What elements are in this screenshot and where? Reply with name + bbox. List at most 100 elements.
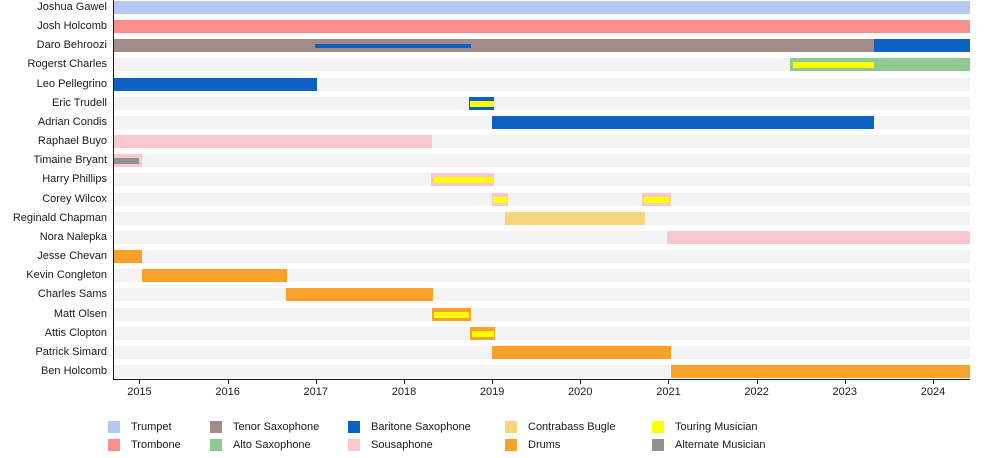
member-label: Adrian Condis xyxy=(37,116,107,128)
timeline-row-track xyxy=(114,97,970,110)
x-tick xyxy=(668,380,670,384)
timeline-row-track xyxy=(114,20,970,33)
legend-swatch-touring_musician xyxy=(652,421,664,433)
x-tick xyxy=(403,380,405,384)
timeline-bar-alto_saxophone xyxy=(790,58,970,71)
legend-label: Contrabass Bugle xyxy=(528,421,616,433)
overlay-line-baritone_saxophone xyxy=(314,43,471,48)
legend-label: Tenor Saxophone xyxy=(233,421,320,433)
x-tick xyxy=(227,380,229,384)
member-label: Raphael Buyo xyxy=(37,135,107,147)
overlay-line-touring_musician xyxy=(469,100,494,107)
x-tick xyxy=(756,380,758,384)
overlay-line-touring_musician xyxy=(644,196,669,203)
timeline-row-track xyxy=(114,173,970,186)
timeline-row-track xyxy=(114,135,970,148)
legend-swatch-contrabass_bugle xyxy=(505,421,517,433)
timeline-row-track xyxy=(114,308,970,321)
legend-swatch-tenor_saxophone xyxy=(210,421,222,433)
legend-label: Trumpet xyxy=(131,421,172,433)
member-label: Jesse Chevan xyxy=(37,250,107,262)
timeline-row-track xyxy=(114,78,970,91)
overlay-line-touring_musician xyxy=(492,196,507,203)
member-label: Ben Holcomb xyxy=(40,365,107,377)
x-tick-label: 2023 xyxy=(832,386,858,398)
timeline-row-track xyxy=(114,1,970,14)
member-label: Rogerst Charles xyxy=(27,58,107,70)
member-labels-column: Joshua Gawel Josh Holcomb Daro Behroozi Rog… xyxy=(0,0,110,380)
timeline-rows-area xyxy=(113,0,970,380)
member-label: Reginald Chapman xyxy=(12,212,107,224)
timeline-bar-tenor_saxophone xyxy=(114,39,874,52)
overlay-line-alternate_musician xyxy=(114,157,139,164)
member-label: Harry Phillips xyxy=(42,173,107,185)
timeline-bar-trumpet xyxy=(114,1,970,14)
legend-label: Baritone Saxophone xyxy=(371,421,471,433)
member-label: Leo Pellegrino xyxy=(36,78,107,90)
legend-item-drums: Drums xyxy=(505,436,652,454)
legend-label: Trombone xyxy=(131,439,181,451)
legend-swatch-sousaphone xyxy=(348,439,360,451)
x-tick xyxy=(844,380,846,384)
legend-swatch-trumpet xyxy=(108,421,120,433)
timeline-bar-contrabass_bugle xyxy=(505,212,646,225)
x-tick xyxy=(580,380,582,384)
member-label: Corey Wilcox xyxy=(42,193,107,205)
x-tick-label: 2016 xyxy=(215,386,240,398)
x-tick-label: 2019 xyxy=(479,386,505,398)
member-label: Attis Clopton xyxy=(44,327,107,339)
timeline-bar-baritone_saxophone xyxy=(491,116,874,129)
member-label: Kevin Congleton xyxy=(26,269,107,281)
overlay-line-touring_musician xyxy=(433,311,469,318)
timeline-row-track xyxy=(114,288,970,301)
timeline-bar-drums xyxy=(114,250,143,263)
timeline-row-track xyxy=(114,154,970,167)
legend-item-trombone: Trombone xyxy=(108,436,210,454)
timeline-bar-drums xyxy=(491,346,672,359)
timeline-row-track xyxy=(114,327,970,340)
legend: Trumpet Trombone Tenor Saxophone Alto Saxop… xyxy=(108,418,822,454)
x-tick-label: 2022 xyxy=(744,386,769,398)
timeline-row-track xyxy=(114,193,970,206)
timeline-bar-drums xyxy=(285,288,433,301)
x-tick xyxy=(492,380,494,384)
timeline-plot: Joshua Gawel Josh Holcomb Daro Behroozi Rog… xyxy=(0,0,970,398)
overlay-line-touring_musician xyxy=(792,61,874,68)
legend-label: Alto Saxophone xyxy=(233,439,311,451)
timeline-row-track xyxy=(114,346,970,359)
overlay-line-touring_musician xyxy=(433,176,493,183)
member-label: Joshua Gawel xyxy=(37,1,107,13)
legend-label: Sousaphone xyxy=(371,439,433,451)
legend-swatch-trombone xyxy=(108,439,120,451)
legend-swatch-drums xyxy=(505,439,517,451)
x-tick-label: 2015 xyxy=(127,386,152,398)
x-tick-label: 2018 xyxy=(391,386,417,398)
legend-label: Touring Musician xyxy=(675,421,758,433)
x-tick-label: 2021 xyxy=(656,386,681,398)
timeline-row-track xyxy=(114,250,970,263)
member-label: Eric Trudell xyxy=(51,97,107,109)
legend-swatch-alto_saxophone xyxy=(210,439,222,451)
member-label: Nora Nalepka xyxy=(39,231,107,243)
x-tick xyxy=(139,380,141,384)
timeline-row-track xyxy=(114,58,970,71)
timeline-bar-trombone xyxy=(114,20,970,33)
x-tick-label: 2024 xyxy=(920,386,946,398)
x-tick xyxy=(932,380,934,384)
legend-label: Alternate Musician xyxy=(675,439,766,451)
legend-swatch-alternate_musician xyxy=(652,439,664,451)
x-axis: 2015 2016 2017 2018 2019 2020 2021 2022 2023 2024 xyxy=(113,380,970,402)
member-label: Timaine Bryant xyxy=(33,154,107,166)
member-label: Josh Holcomb xyxy=(37,20,107,32)
timeline-bar-baritone_saxophone xyxy=(114,78,317,91)
legend-swatch-baritone_saxophone xyxy=(348,421,360,433)
x-tick xyxy=(315,380,317,384)
legend-item-contrabass_bugle: Contrabass Bugle xyxy=(505,418,652,436)
timeline-row-track xyxy=(114,212,970,225)
x-tick-label: 2020 xyxy=(568,386,593,398)
member-label: Daro Behroozi xyxy=(36,39,107,51)
x-tick-label: 2017 xyxy=(303,386,329,398)
member-label: Matt Olsen xyxy=(53,308,107,320)
timeline-bar-baritone_saxophone xyxy=(874,39,970,52)
